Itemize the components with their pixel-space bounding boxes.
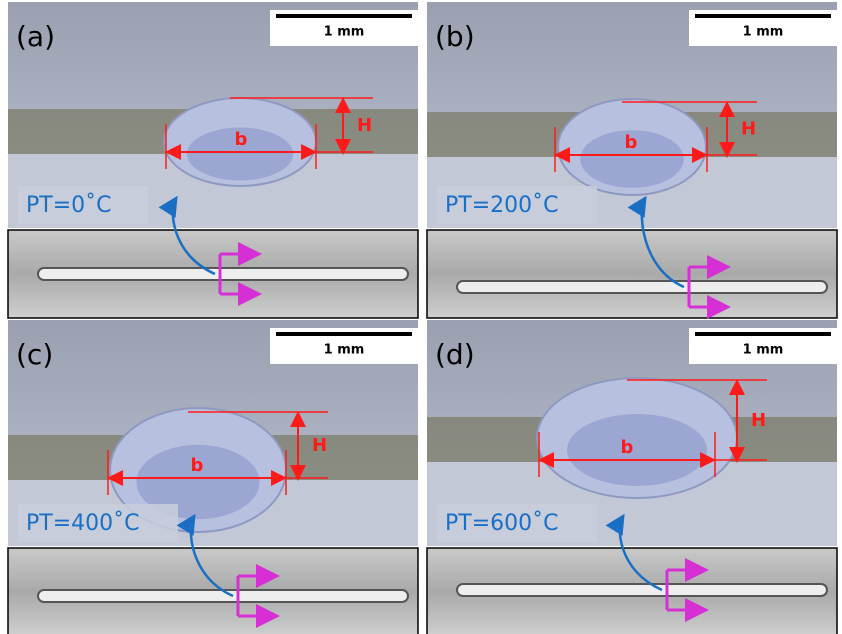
scale-label: 1 mm: [743, 25, 784, 40]
width-label: b: [621, 437, 634, 458]
width-label: b: [191, 455, 204, 476]
condition-label: PT=200˚C: [445, 193, 559, 218]
weld-track: [38, 268, 408, 280]
top-view: [427, 230, 837, 318]
panel: 1 mm (c) Hb PT=400˚C: [8, 320, 418, 634]
panel-label: (c): [16, 338, 53, 371]
panel: 1 mm (d) Hb PT=600˚C: [427, 320, 837, 634]
scale-label: 1 mm: [743, 343, 784, 358]
height-label: H: [741, 119, 756, 140]
figure: 1 mm (a) Hb PT=0˚C 1 mm (b) Hb PT=200˚C 1 mm (c) H…: [0, 0, 842, 634]
bead-core: [567, 414, 707, 486]
panel-label: (d): [435, 338, 475, 371]
panel: 1 mm (b) Hb PT=200˚C: [427, 2, 837, 318]
scale-label: 1 mm: [324, 343, 365, 358]
panel: 1 mm (a) Hb PT=0˚C: [8, 2, 418, 318]
width-label: b: [235, 129, 248, 150]
weld-track: [457, 281, 827, 293]
weld-track: [457, 584, 827, 596]
condition-label: PT=0˚C: [26, 193, 112, 218]
panel-label: (a): [16, 20, 55, 53]
panel-label: (b): [435, 20, 475, 53]
scale-label: 1 mm: [324, 25, 365, 40]
height-label: H: [312, 435, 327, 456]
condition-label: PT=600˚C: [445, 511, 559, 536]
condition-label: PT=400˚C: [26, 511, 140, 536]
height-label: H: [751, 410, 766, 431]
width-label: b: [625, 132, 638, 153]
height-label: H: [357, 115, 372, 136]
